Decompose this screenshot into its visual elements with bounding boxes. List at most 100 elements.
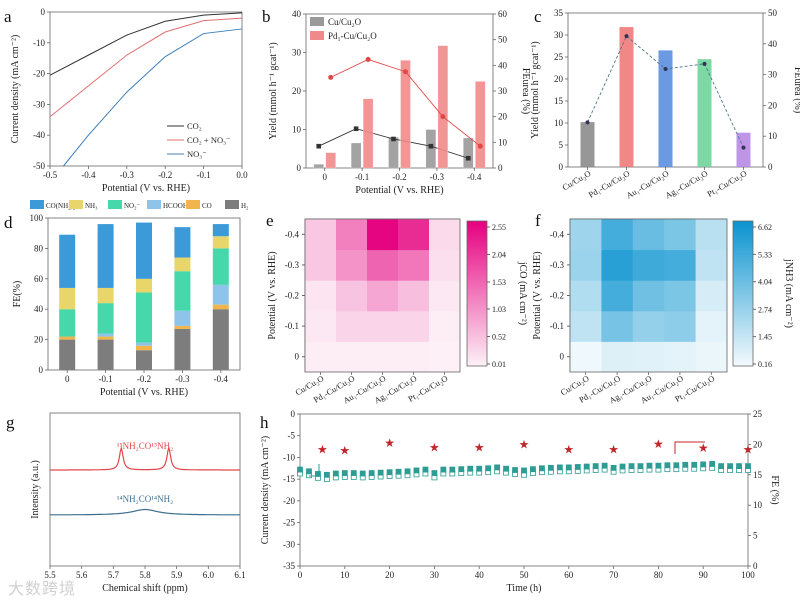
colorbar-tick-label: 1.53	[492, 278, 506, 287]
series-line	[49, 17, 243, 118]
y-tick-label: 60	[34, 274, 44, 284]
heatmap-cell	[632, 249, 665, 281]
legend-swatch	[186, 200, 200, 209]
fe-star-marker: ★	[474, 440, 485, 454]
x-tick-label: Pd₁-Cu/Cu₂O	[587, 168, 632, 200]
x-tick-label: 5.8	[139, 570, 151, 580]
plot-frame	[49, 11, 243, 167]
current-marker-filled	[440, 466, 447, 473]
panel-letter: a	[4, 7, 12, 26]
x-tick-label: Pt₁-Cu/Cu₂O	[705, 168, 748, 199]
fe-marker	[353, 126, 359, 132]
x-axis-label: Chemical shift (ppm)	[102, 583, 188, 594]
peak-label: ¹⁵NH₂CO¹⁵NH₂	[117, 441, 173, 451]
panel-letter: g	[6, 413, 15, 432]
y-tick-label: 5	[753, 531, 758, 541]
current-marker-filled	[377, 469, 384, 476]
heatmap-cell	[367, 341, 399, 373]
fe-marker	[328, 74, 334, 80]
x-tick-label: -0.4	[214, 374, 229, 384]
x-tick-label: -0.3	[430, 172, 445, 182]
y2-axis-label: FE (%)	[769, 475, 780, 504]
heatmap-cell	[695, 280, 728, 312]
panel-letter: e	[266, 211, 274, 230]
x-tick-label: -0.1	[98, 374, 112, 384]
colorbar-tick-label: 4.04	[758, 278, 772, 287]
legend-label: CO₂ + NO₃⁻	[187, 135, 231, 145]
x-tick-label: -0.4	[467, 172, 482, 182]
y-tick-label: 30	[768, 70, 778, 80]
y-tick-label: 30	[554, 30, 564, 40]
x-tick-label: Ag₁-Cu/Cu₂O	[663, 168, 709, 200]
stacked-bar-segment	[174, 257, 191, 272]
x-tick-label: 50	[520, 570, 530, 580]
bar	[658, 50, 673, 167]
stacked-bar-segment	[136, 222, 152, 279]
colorbar-tick-label: 6.62	[758, 223, 772, 232]
y-tick-label: 40	[498, 60, 508, 70]
y-tick-label: -50	[33, 161, 45, 171]
y-axis-label: Current density (mA cm⁻²)	[10, 35, 21, 144]
current-marker-filled	[619, 463, 626, 470]
bar	[437, 45, 449, 169]
x-tick-label: 10	[340, 570, 350, 580]
current-marker-filled	[539, 465, 545, 472]
x-tick-label: -0.5	[43, 170, 58, 180]
current-marker-filled	[341, 470, 348, 476]
heatmap-cell	[429, 249, 461, 281]
y-tick-label: 20	[753, 439, 763, 449]
bar	[475, 81, 486, 169]
fe-marker	[466, 155, 471, 161]
colorbar-label: jNH3 (mA cm⁻²)	[783, 258, 794, 328]
heatmap-cell	[336, 310, 368, 342]
current-marker-filled	[413, 467, 420, 474]
stacked-bar-segment	[97, 287, 114, 304]
heatmap-cell	[367, 310, 399, 342]
y-tick-label: 35	[554, 8, 564, 18]
legend-swatch	[310, 31, 324, 40]
x-tick-label: -0.3	[175, 374, 190, 384]
heatmap-cell	[367, 249, 399, 281]
legend-label: CO	[202, 202, 212, 210]
stacked-bar-segment	[59, 336, 76, 340]
heatmap-cell	[632, 310, 665, 342]
peak-label: ¹⁴NH₂CO¹⁴NH₂	[117, 494, 173, 504]
bar	[425, 129, 437, 169]
y-tick-label: -0.2	[285, 291, 299, 301]
heatmap-cell	[305, 341, 337, 373]
legend-swatch	[147, 200, 161, 209]
bar	[325, 152, 336, 169]
x-tick-label: -0.4	[81, 170, 96, 180]
current-marker-filled	[368, 470, 375, 476]
y-tick-label: 30	[292, 48, 302, 58]
bar	[619, 27, 634, 167]
y-tick-label: -0.4	[550, 229, 565, 239]
x-tick-label: -0.2	[392, 172, 406, 182]
heatmap-cell	[305, 280, 337, 312]
series-line	[63, 28, 243, 167]
bar	[313, 163, 324, 169]
current-marker-filled	[485, 465, 492, 472]
panel-letter: f	[535, 211, 541, 230]
y-tick-label: 50	[768, 8, 778, 18]
bar	[463, 137, 474, 169]
x-tick-label: Au₁-Cu/Cu₂O	[624, 168, 670, 200]
nmr-trace	[50, 445, 240, 471]
y-tick-label: 0	[498, 163, 503, 173]
heatmap-cell	[570, 280, 602, 312]
current-marker-filled	[655, 462, 662, 469]
heatmap-cell	[601, 249, 634, 281]
y-axis-label: Intensity (a.u.)	[30, 460, 41, 519]
legend-label: Pd₁-Cu/Cu₂O	[328, 31, 377, 41]
heatmap-cell	[398, 341, 430, 373]
current-marker-filled	[610, 464, 617, 471]
y-tick-label: 0	[39, 365, 44, 375]
current-marker-filled	[359, 470, 366, 477]
heatmap-cell	[601, 341, 634, 373]
y-tick-label: 15	[753, 470, 763, 480]
current-marker-filled	[404, 468, 411, 475]
fe-marker	[365, 56, 371, 62]
y-tick-label: -0.1	[285, 321, 299, 331]
y-tick-label: 10	[292, 125, 302, 135]
